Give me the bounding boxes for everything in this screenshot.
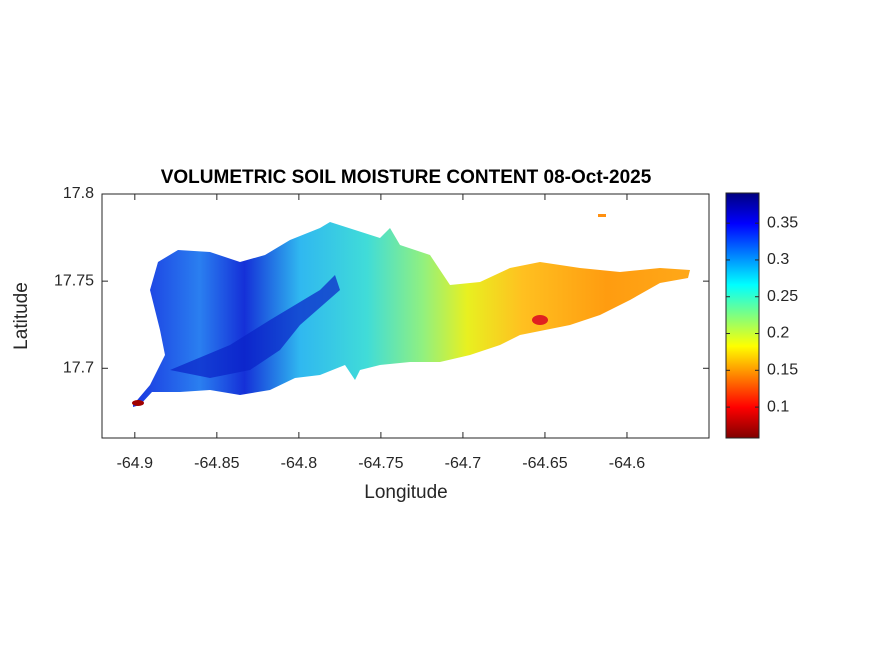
islet (598, 214, 606, 217)
y-axis-label: Latitude (11, 282, 32, 350)
y-tick-label: 17.7 (63, 360, 94, 377)
colorbar-tick-label: 0.15 (767, 362, 798, 379)
colorbar-tick-label: 0.35 (767, 214, 798, 231)
x-tick-label: -64.75 (358, 455, 403, 472)
x-tick-label: -64.85 (194, 455, 239, 472)
x-tick-label: -64.7 (445, 455, 482, 472)
chart-title: VOLUMETRIC SOIL MOISTURE CONTENT 08-Oct-… (161, 167, 652, 188)
island-map (133, 222, 690, 407)
x-tick-label: -64.6 (609, 455, 646, 472)
colorbar-tick-label: 0.2 (767, 325, 789, 342)
x-tick-label: -64.8 (281, 455, 318, 472)
colorbar-tick-label: 0.25 (767, 288, 798, 305)
island-dark-band (170, 275, 340, 378)
colorbar-tick-label: 0.3 (767, 251, 789, 268)
colorbar (725, 192, 760, 439)
x-tick-label: -64.65 (522, 455, 567, 472)
y-tick-label: 17.75 (54, 272, 94, 289)
island-dry-spot (532, 315, 548, 325)
x-axis-label: Longitude (364, 482, 447, 503)
colorbar-tick-label: 0.1 (767, 398, 789, 415)
y-tick-label: 17.8 (63, 185, 94, 202)
x-tick-label: -64.9 (117, 455, 154, 472)
island-dry-tip (132, 400, 144, 406)
